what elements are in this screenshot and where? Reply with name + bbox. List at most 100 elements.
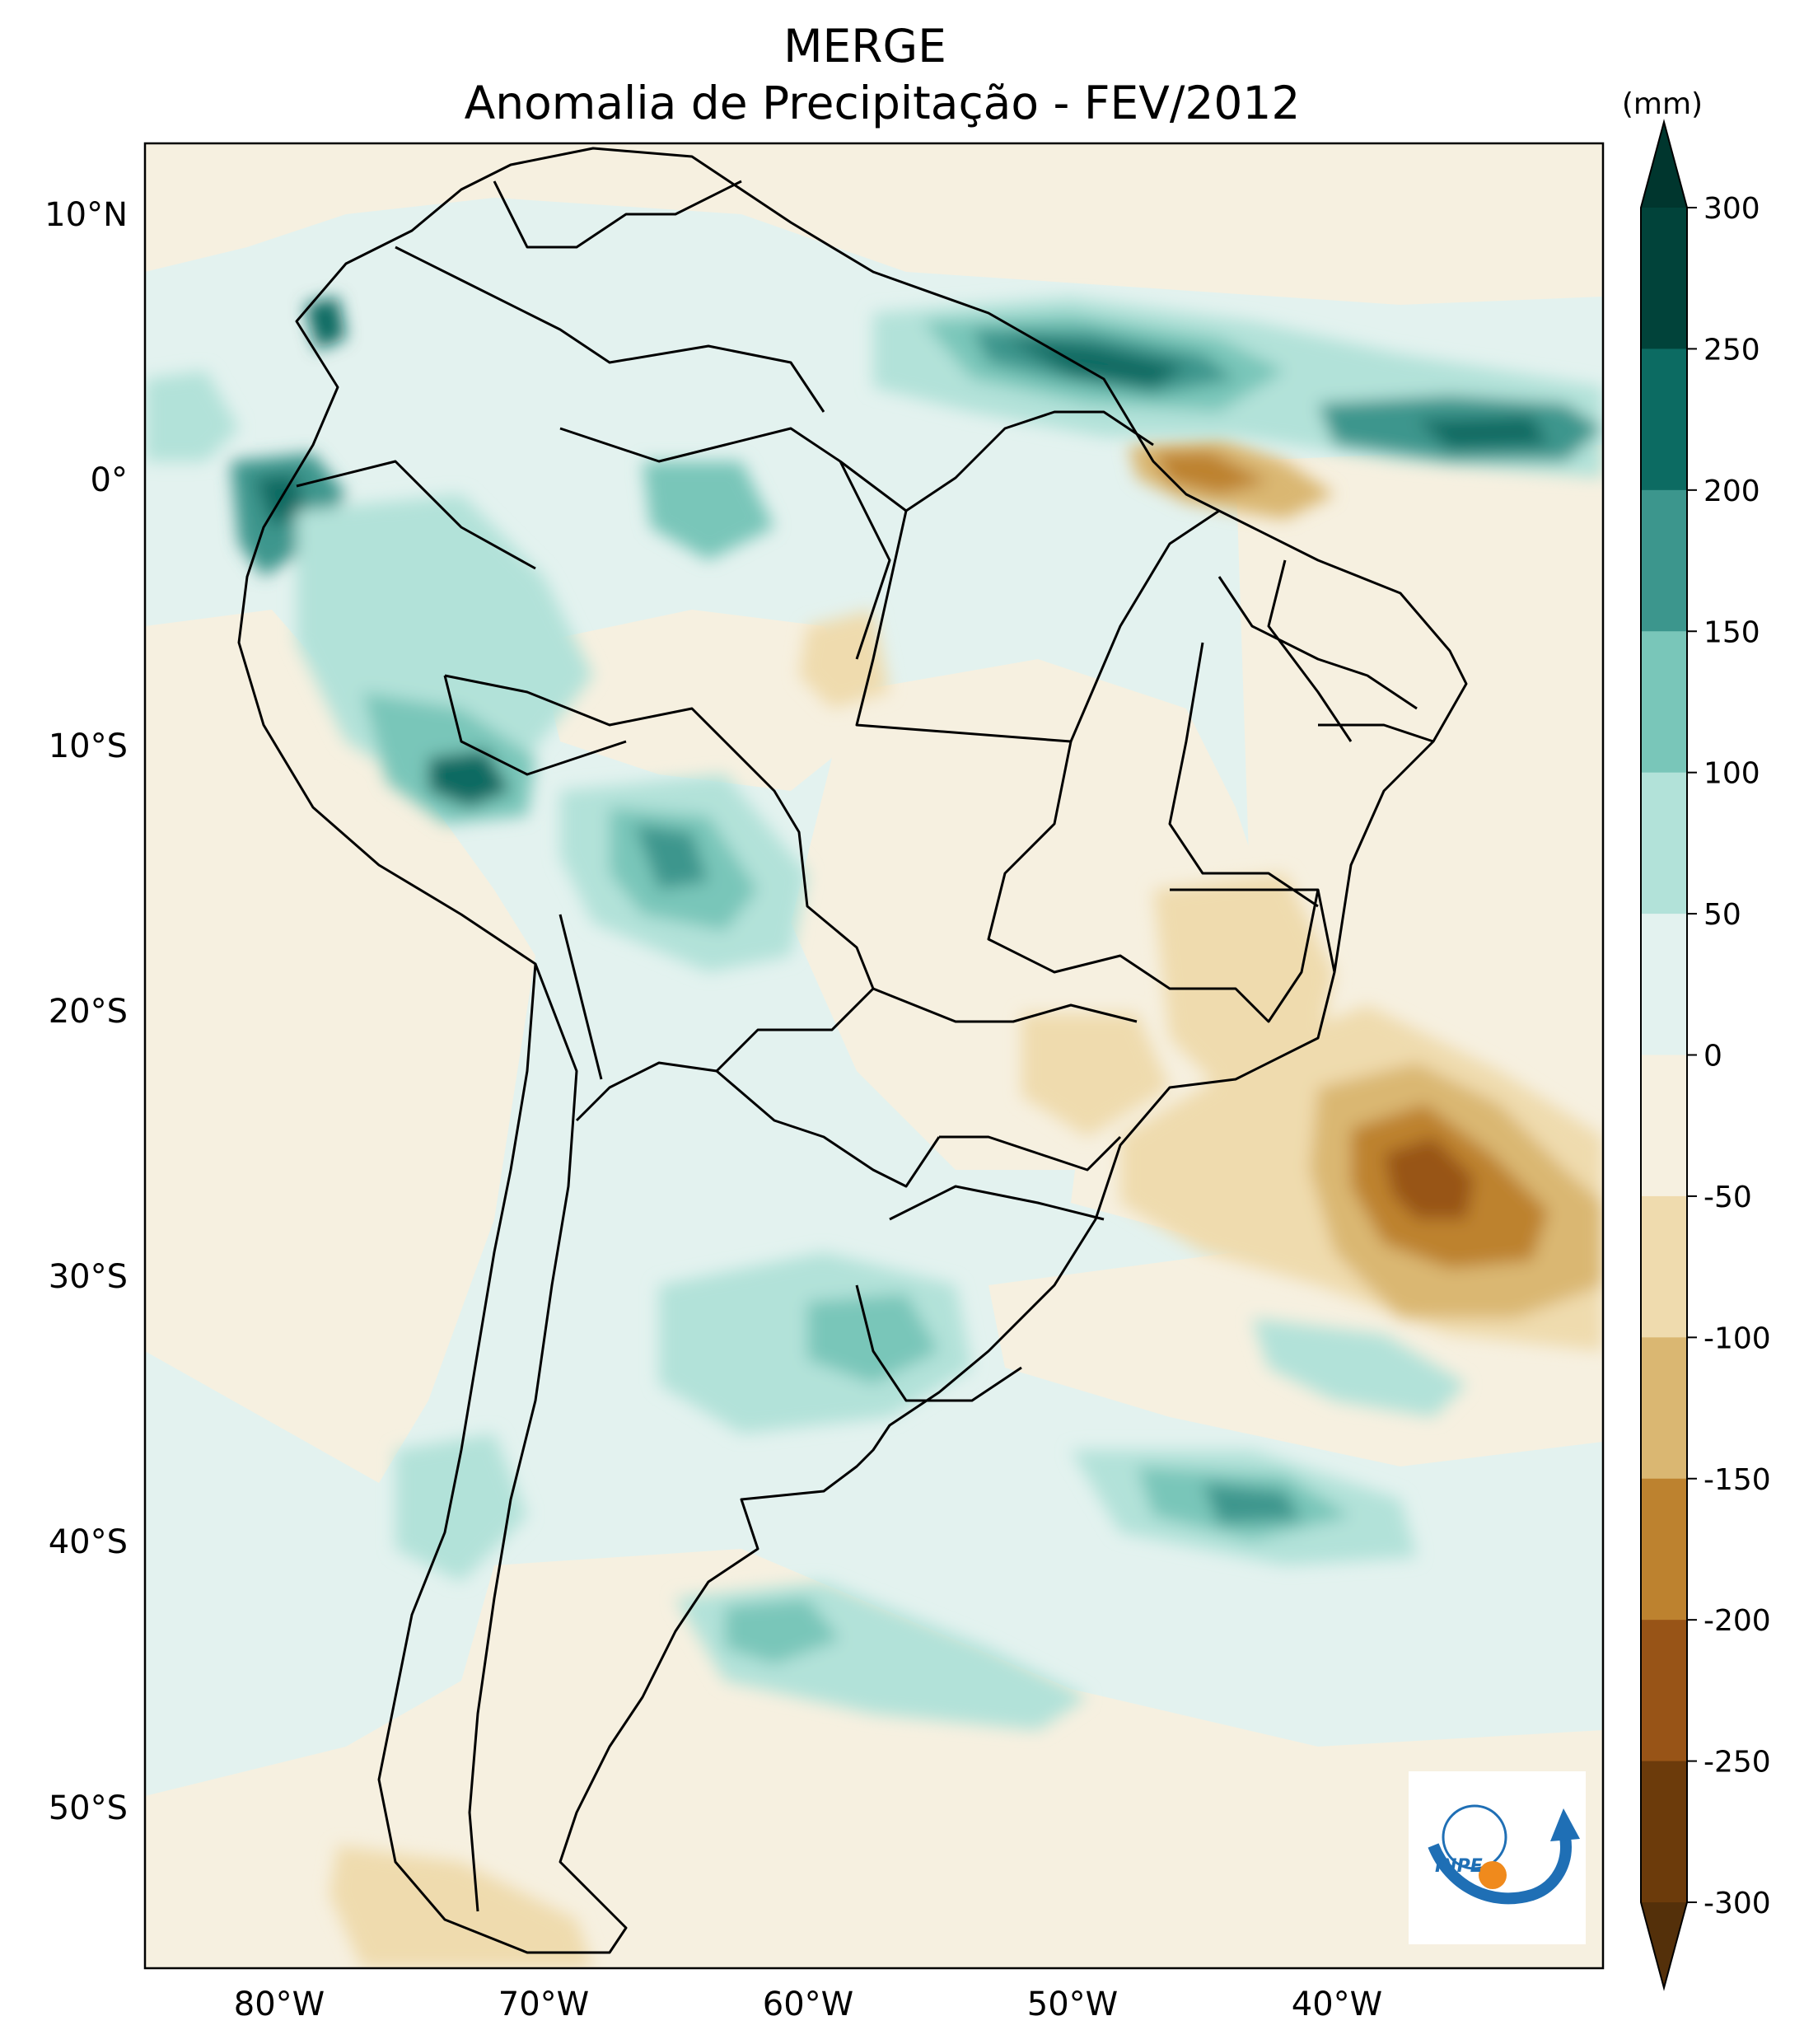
- amazon-south-beige: [535, 610, 873, 791]
- border-amazonas-para: [839, 461, 891, 660]
- brown-parana: [1021, 1013, 1170, 1137]
- lon-tick-labels: 80°W 70°W 60°W 50°W 40°W: [234, 1986, 1382, 2023]
- teal-amazon-central: [643, 461, 774, 560]
- brazil-east-beige: [791, 659, 1285, 1170]
- colorbar-tick-label: 50: [1704, 898, 1741, 932]
- teal-guianas-core: [1005, 338, 1186, 387]
- colorbar-segment: [1641, 1478, 1687, 1621]
- colorbar-extend-min: [1641, 1902, 1687, 1988]
- lon-tick: 70°W: [498, 1986, 589, 2023]
- colorbar-extend-max: [1641, 122, 1687, 208]
- colorbar-segment: [1641, 208, 1687, 349]
- border-brazil-states-10: [1170, 888, 1336, 973]
- map-panel: INPE: [145, 143, 1603, 1968]
- colorbar-tick-label: 150: [1704, 615, 1760, 649]
- lon-tick: 60°W: [763, 1986, 853, 2023]
- map-frame: [143, 142, 1605, 1970]
- border-brazil-states-5: [889, 1185, 1105, 1221]
- colorbar-segment: [1641, 1620, 1687, 1762]
- patagonia-beige: [145, 1549, 1603, 1968]
- border-brazil-states-4: [939, 1135, 1122, 1172]
- colorbar-segment: [1641, 772, 1687, 914]
- teal-atlantic-30s: [1252, 1318, 1466, 1417]
- border-brazil-states-2: [987, 741, 1320, 1023]
- colorbar-tick-label: -250: [1704, 1746, 1771, 1780]
- teal-peru-core: [428, 750, 511, 807]
- colorbar-tick-label: 250: [1704, 333, 1760, 367]
- border-chile-argentina: [468, 963, 578, 1912]
- colorbar-segment: [1641, 1195, 1687, 1338]
- colorbar-segment: [1641, 1055, 1687, 1197]
- border-brazil-states-6: [1168, 642, 1319, 908]
- colorbar-segments: [1641, 208, 1687, 1903]
- colorbar-tick-label: 200: [1704, 475, 1760, 508]
- lon-tick: 80°W: [234, 1986, 325, 2023]
- lat-tick-labels: 10°N 0° 10°S 20°S 30°S 40°S 50°S: [44, 196, 128, 1827]
- teal-atlantic-40s-dark: [1203, 1483, 1302, 1524]
- lat-tick: 40°S: [49, 1523, 128, 1561]
- lat-tick: 20°S: [49, 993, 128, 1031]
- border-argentina-uruguay: [855, 1284, 1022, 1402]
- teal-argentina-mid: [807, 1293, 939, 1384]
- ocean-north-beige: [145, 143, 1603, 305]
- colorbar-segment: [1641, 1337, 1687, 1480]
- brown-amazon-mouth-core: [1153, 451, 1269, 494]
- colorbar-segment: [1641, 914, 1687, 1055]
- lat-tick: 10°N: [44, 196, 128, 234]
- border-brazil-west: [444, 674, 875, 1122]
- logo-text: INPE: [1435, 1856, 1483, 1877]
- lon-tick: 50°W: [1027, 1986, 1118, 2023]
- anomaly-teal-regions: [145, 297, 1603, 1730]
- teal-atlantic-equator-core: [1417, 416, 1549, 449]
- lat-tick: 0°: [91, 461, 128, 499]
- border-venezuela: [395, 246, 825, 413]
- lat-tick: 50°S: [49, 1789, 128, 1827]
- colorbar-unit: (mm): [1622, 87, 1703, 121]
- logo-swoosh: [1428, 1836, 1572, 1905]
- teal-patagonia-mid: [725, 1598, 840, 1664]
- colorbar-tick-label: 100: [1704, 757, 1760, 791]
- border-brazil-states-3: [872, 987, 1138, 1023]
- title-line2: Anomalia de Precipitação - FEV/2012: [465, 77, 1301, 129]
- border-colombia-peru: [296, 460, 536, 570]
- anomaly-brown-regions: [329, 437, 1603, 1968]
- logo-sun: [1479, 1861, 1507, 1889]
- continent-outline: [237, 147, 1468, 1954]
- teal-pacific-west: [145, 371, 239, 461]
- teal-bolivia-dark: [634, 824, 708, 890]
- lon-tick: 40°W: [1292, 1986, 1382, 2023]
- border-brazil-states-9: [1318, 723, 1434, 743]
- colorbar-tick-label: 0: [1704, 1040, 1722, 1073]
- country-borders: [237, 147, 1468, 1954]
- logo-orbit: [1442, 1804, 1507, 1870]
- colorbar-tick-label: -100: [1704, 1321, 1771, 1355]
- colorbar-segment: [1641, 489, 1687, 632]
- inpe-logo: INPE: [1409, 1771, 1586, 1944]
- pacific-beige: [145, 610, 535, 1483]
- lat-tick: 30°S: [49, 1258, 128, 1296]
- lat-tick: 10°S: [49, 727, 128, 765]
- colorbar-tick-label: -150: [1704, 1463, 1771, 1497]
- brown-patagonia-south: [329, 1845, 593, 1968]
- border-paraguay: [716, 1069, 941, 1188]
- colorbar-tick-label: -300: [1704, 1887, 1771, 1920]
- colorbar-tick-label: 300: [1704, 192, 1760, 226]
- colorbar-segment: [1641, 348, 1687, 491]
- colorbar-segment: [1641, 1761, 1687, 1903]
- brown-atlantic-core: [1384, 1137, 1475, 1219]
- teal-colombia-core: [305, 297, 346, 350]
- title-line1: MERGE: [783, 20, 946, 72]
- border-venezuela-internal: [493, 180, 742, 249]
- colorbar-segment: [1641, 631, 1687, 774]
- colorbar-tick-label: -50: [1704, 1181, 1752, 1214]
- border-brazil-states-7: [1217, 576, 1418, 710]
- colorbar: (mm) 300 250 200 150 100 50 0 -50 -100 -150 -200 -2…: [1622, 87, 1771, 1991]
- teal-chile-south: [395, 1434, 527, 1582]
- colorbar-ticks: 300 250 200 150 100 50 0 -50 -100 -150 -200 -250 -30…: [1687, 192, 1771, 1920]
- border-bolivia-south: [558, 914, 603, 1080]
- border-brazil-states-8: [1267, 559, 1353, 742]
- colorbar-tick-label: -200: [1704, 1604, 1771, 1638]
- logo-arrow-icon: [1550, 1808, 1580, 1841]
- border-peru-brazil: [443, 675, 627, 776]
